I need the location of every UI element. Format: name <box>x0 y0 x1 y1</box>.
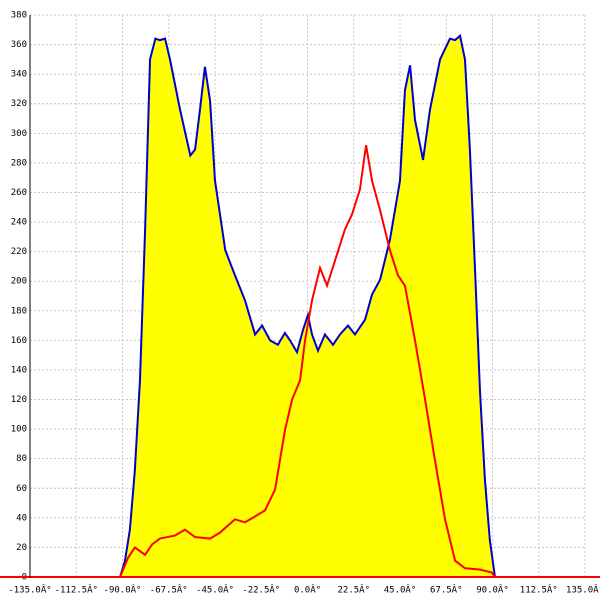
x-tick-label: -90.0Â° <box>104 584 142 596</box>
y-tick-label: 80 <box>16 454 27 464</box>
series-line <box>119 144 496 578</box>
y-tick-label: 180 <box>11 306 27 316</box>
y-tick-label: 380 <box>11 11 27 21</box>
x-tick-label: -112.5Â° <box>55 584 98 596</box>
x-tick-label: -45.0Â° <box>196 584 234 596</box>
y-tick-label: 280 <box>11 158 27 168</box>
y-tick-label: 40 <box>16 513 27 523</box>
x-tick-label: -22.5Â° <box>242 584 280 596</box>
x-tick-label: 45.0Â° <box>384 584 417 596</box>
y-tick-label: 220 <box>11 247 27 257</box>
y-tick-label: 160 <box>11 336 27 346</box>
x-tick-label: 67.5Â° <box>430 584 463 596</box>
x-tick-label: -67.5Â° <box>150 584 188 596</box>
y-tick-label: 20 <box>16 543 27 553</box>
y-tick-label: 100 <box>11 425 27 435</box>
y-tick-label: 360 <box>11 40 27 50</box>
x-tick-label: 135.0Â° <box>566 584 600 596</box>
y-tick-label: 120 <box>11 395 27 405</box>
x-tick-label: 112.5Â° <box>520 584 558 596</box>
x-tick-label: 22.5Â° <box>337 584 370 596</box>
y-tick-label: 300 <box>11 129 27 139</box>
y-tick-label: 140 <box>11 365 27 375</box>
y-tick-label: 60 <box>16 484 27 494</box>
x-tick-label: 0.0Â° <box>294 584 321 596</box>
y-tick-label: 240 <box>11 218 27 228</box>
y-tick-label: 260 <box>11 188 27 198</box>
series-line <box>119 33 496 578</box>
x-tick-label: -135.0Â° <box>8 584 51 596</box>
y-tick-label: 200 <box>11 277 27 287</box>
y-tick-label: 320 <box>11 99 27 109</box>
y-tick-label: 340 <box>11 70 27 80</box>
x-tick-label: 90.0Â° <box>476 584 509 596</box>
